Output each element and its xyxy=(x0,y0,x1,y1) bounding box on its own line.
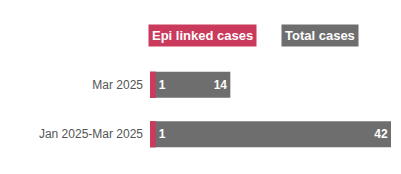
svg-text:Total cases: Total cases xyxy=(285,28,355,43)
svg-text:14: 14 xyxy=(214,78,228,92)
svg-text:1: 1 xyxy=(159,127,166,141)
svg-text:42: 42 xyxy=(374,127,388,141)
svg-text:Epi linked cases: Epi linked cases xyxy=(152,28,253,43)
svg-text:1: 1 xyxy=(159,78,166,92)
svg-text:Jan 2025-Mar 2025: Jan 2025-Mar 2025 xyxy=(39,127,143,141)
svg-text:Mar 2025: Mar 2025 xyxy=(92,78,143,92)
